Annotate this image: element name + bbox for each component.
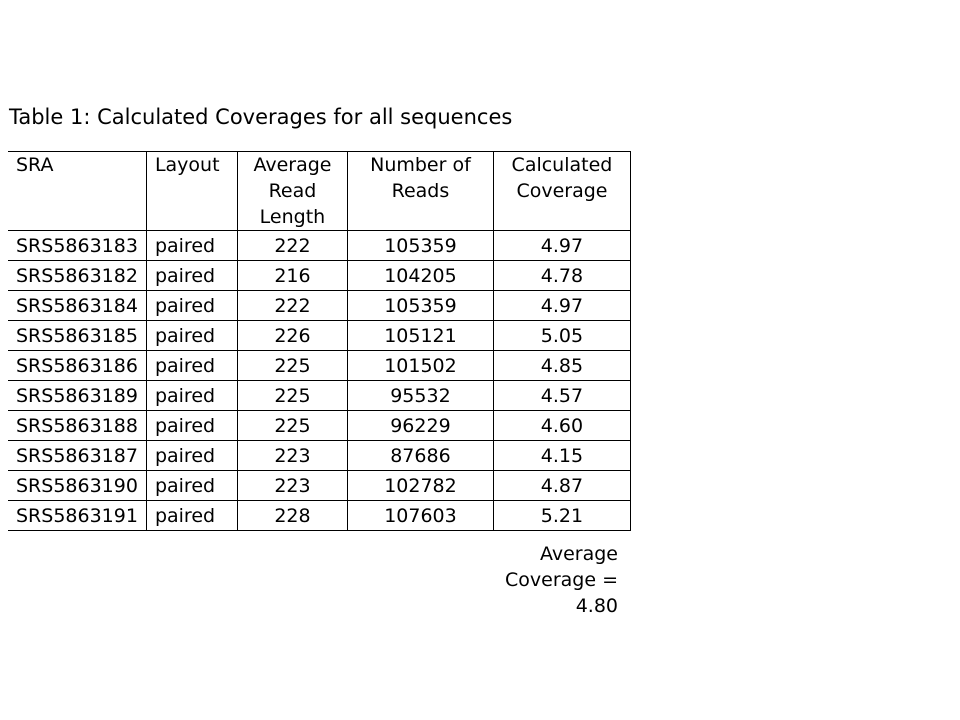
table-row: SRS5863190 paired 223 102782 4.87 (8, 470, 631, 501)
header-sra: SRA (8, 151, 147, 231)
cell-coverage: 4.15 (492, 440, 631, 471)
cell-num-reads: 107603 (346, 500, 494, 531)
cell-coverage: 5.05 (492, 320, 631, 351)
table-row: SRS5863187 paired 223 87686 4.15 (8, 440, 631, 471)
cell-sra: SRS5863185 (8, 320, 147, 351)
header-layout-label: Layout (154, 154, 220, 176)
cell-num-reads: 101502 (346, 350, 494, 381)
table-row: SRS5863185 paired 226 105121 5.05 (8, 320, 631, 351)
cell-sra: SRS5863190 (8, 470, 147, 501)
cell-avg-read-length: 225 (236, 410, 348, 441)
header-avg-read-length-line: Read (268, 180, 317, 202)
cell-coverage: 4.57 (492, 380, 631, 411)
cell-layout: paired (145, 290, 238, 321)
cell-layout: paired (145, 410, 238, 441)
table-row: SRS5863184 paired 222 105359 4.97 (8, 290, 631, 321)
summary-line: Coverage = (505, 569, 618, 591)
cell-coverage: 4.97 (492, 290, 631, 321)
table-body: SRS5863183 paired 222 105359 4.97 SRS5863182 p… (8, 230, 631, 531)
cell-avg-read-length: 226 (236, 320, 348, 351)
cell-avg-read-length: 222 (236, 290, 348, 321)
header-sra-label: SRA (16, 154, 54, 176)
cell-layout: paired (145, 350, 238, 381)
header-num-reads-line: Number of (370, 154, 471, 176)
cell-avg-read-length: 222 (236, 230, 348, 261)
cell-num-reads: 102782 (346, 470, 494, 501)
table-row: SRS5863182 paired 216 104205 4.78 (8, 260, 631, 291)
cell-coverage: 4.85 (492, 350, 631, 381)
cell-sra: SRS5863191 (8, 500, 147, 531)
header-num-reads: Number of Reads (346, 151, 494, 231)
cell-layout: paired (145, 440, 238, 471)
average-coverage-summary: Average Coverage = 4.80 (470, 541, 618, 619)
cell-avg-read-length: 225 (236, 380, 348, 411)
table-row: SRS5863191 paired 228 107603 5.21 (8, 500, 631, 531)
cell-num-reads: 105121 (346, 320, 494, 351)
cell-coverage: 4.87 (492, 470, 631, 501)
cell-avg-read-length: 225 (236, 350, 348, 381)
summary-value: 4.80 (575, 595, 618, 617)
cell-avg-read-length: 223 (236, 470, 348, 501)
cell-num-reads: 95532 (346, 380, 494, 411)
cell-coverage: 5.21 (492, 500, 631, 531)
cell-layout: paired (145, 380, 238, 411)
cell-sra: SRS5863189 (8, 380, 147, 411)
table-row: SRS5863188 paired 225 96229 4.60 (8, 410, 631, 441)
header-avg-read-length: Average Read Length (236, 151, 348, 231)
cell-sra: SRS5863186 (8, 350, 147, 381)
table-row: SRS5863189 paired 225 95532 4.57 (8, 380, 631, 411)
cell-num-reads: 87686 (346, 440, 494, 471)
cell-coverage: 4.60 (492, 410, 631, 441)
cell-sra: SRS5863183 (8, 230, 147, 261)
header-avg-read-length-line: Length (259, 206, 326, 228)
cell-coverage: 4.97 (492, 230, 631, 261)
cell-coverage: 4.78 (492, 260, 631, 291)
header-coverage-line: Coverage (516, 180, 608, 202)
table-header-row: SRA Layout Average Read Length Number of… (8, 151, 631, 231)
cell-layout: paired (145, 320, 238, 351)
cell-layout: paired (145, 500, 238, 531)
cell-num-reads: 96229 (346, 410, 494, 441)
cell-layout: paired (145, 260, 238, 291)
cell-sra: SRS5863188 (8, 410, 147, 441)
header-coverage-line: Calculated (511, 154, 613, 176)
table-row: SRS5863183 paired 222 105359 4.97 (8, 230, 631, 261)
cell-sra: SRS5863187 (8, 440, 147, 471)
cell-num-reads: 104205 (346, 260, 494, 291)
cell-num-reads: 105359 (346, 290, 494, 321)
summary-line: Average (539, 543, 618, 565)
header-num-reads-line: Reads (391, 180, 450, 202)
cell-layout: paired (145, 230, 238, 261)
cell-avg-read-length: 216 (236, 260, 348, 291)
table-row: SRS5863186 paired 225 101502 4.85 (8, 350, 631, 381)
header-layout: Layout (145, 151, 238, 231)
cell-layout: paired (145, 470, 238, 501)
cell-num-reads: 105359 (346, 230, 494, 261)
cell-avg-read-length: 228 (236, 500, 348, 531)
cell-sra: SRS5863184 (8, 290, 147, 321)
header-coverage: Calculated Coverage (492, 151, 631, 231)
cell-sra: SRS5863182 (8, 260, 147, 291)
header-avg-read-length-line: Average (253, 154, 332, 176)
cell-avg-read-length: 223 (236, 440, 348, 471)
coverage-table: SRA Layout Average Read Length Number of… (8, 151, 631, 531)
table-caption: Table 1: Calculated Coverages for all se… (9, 105, 513, 129)
